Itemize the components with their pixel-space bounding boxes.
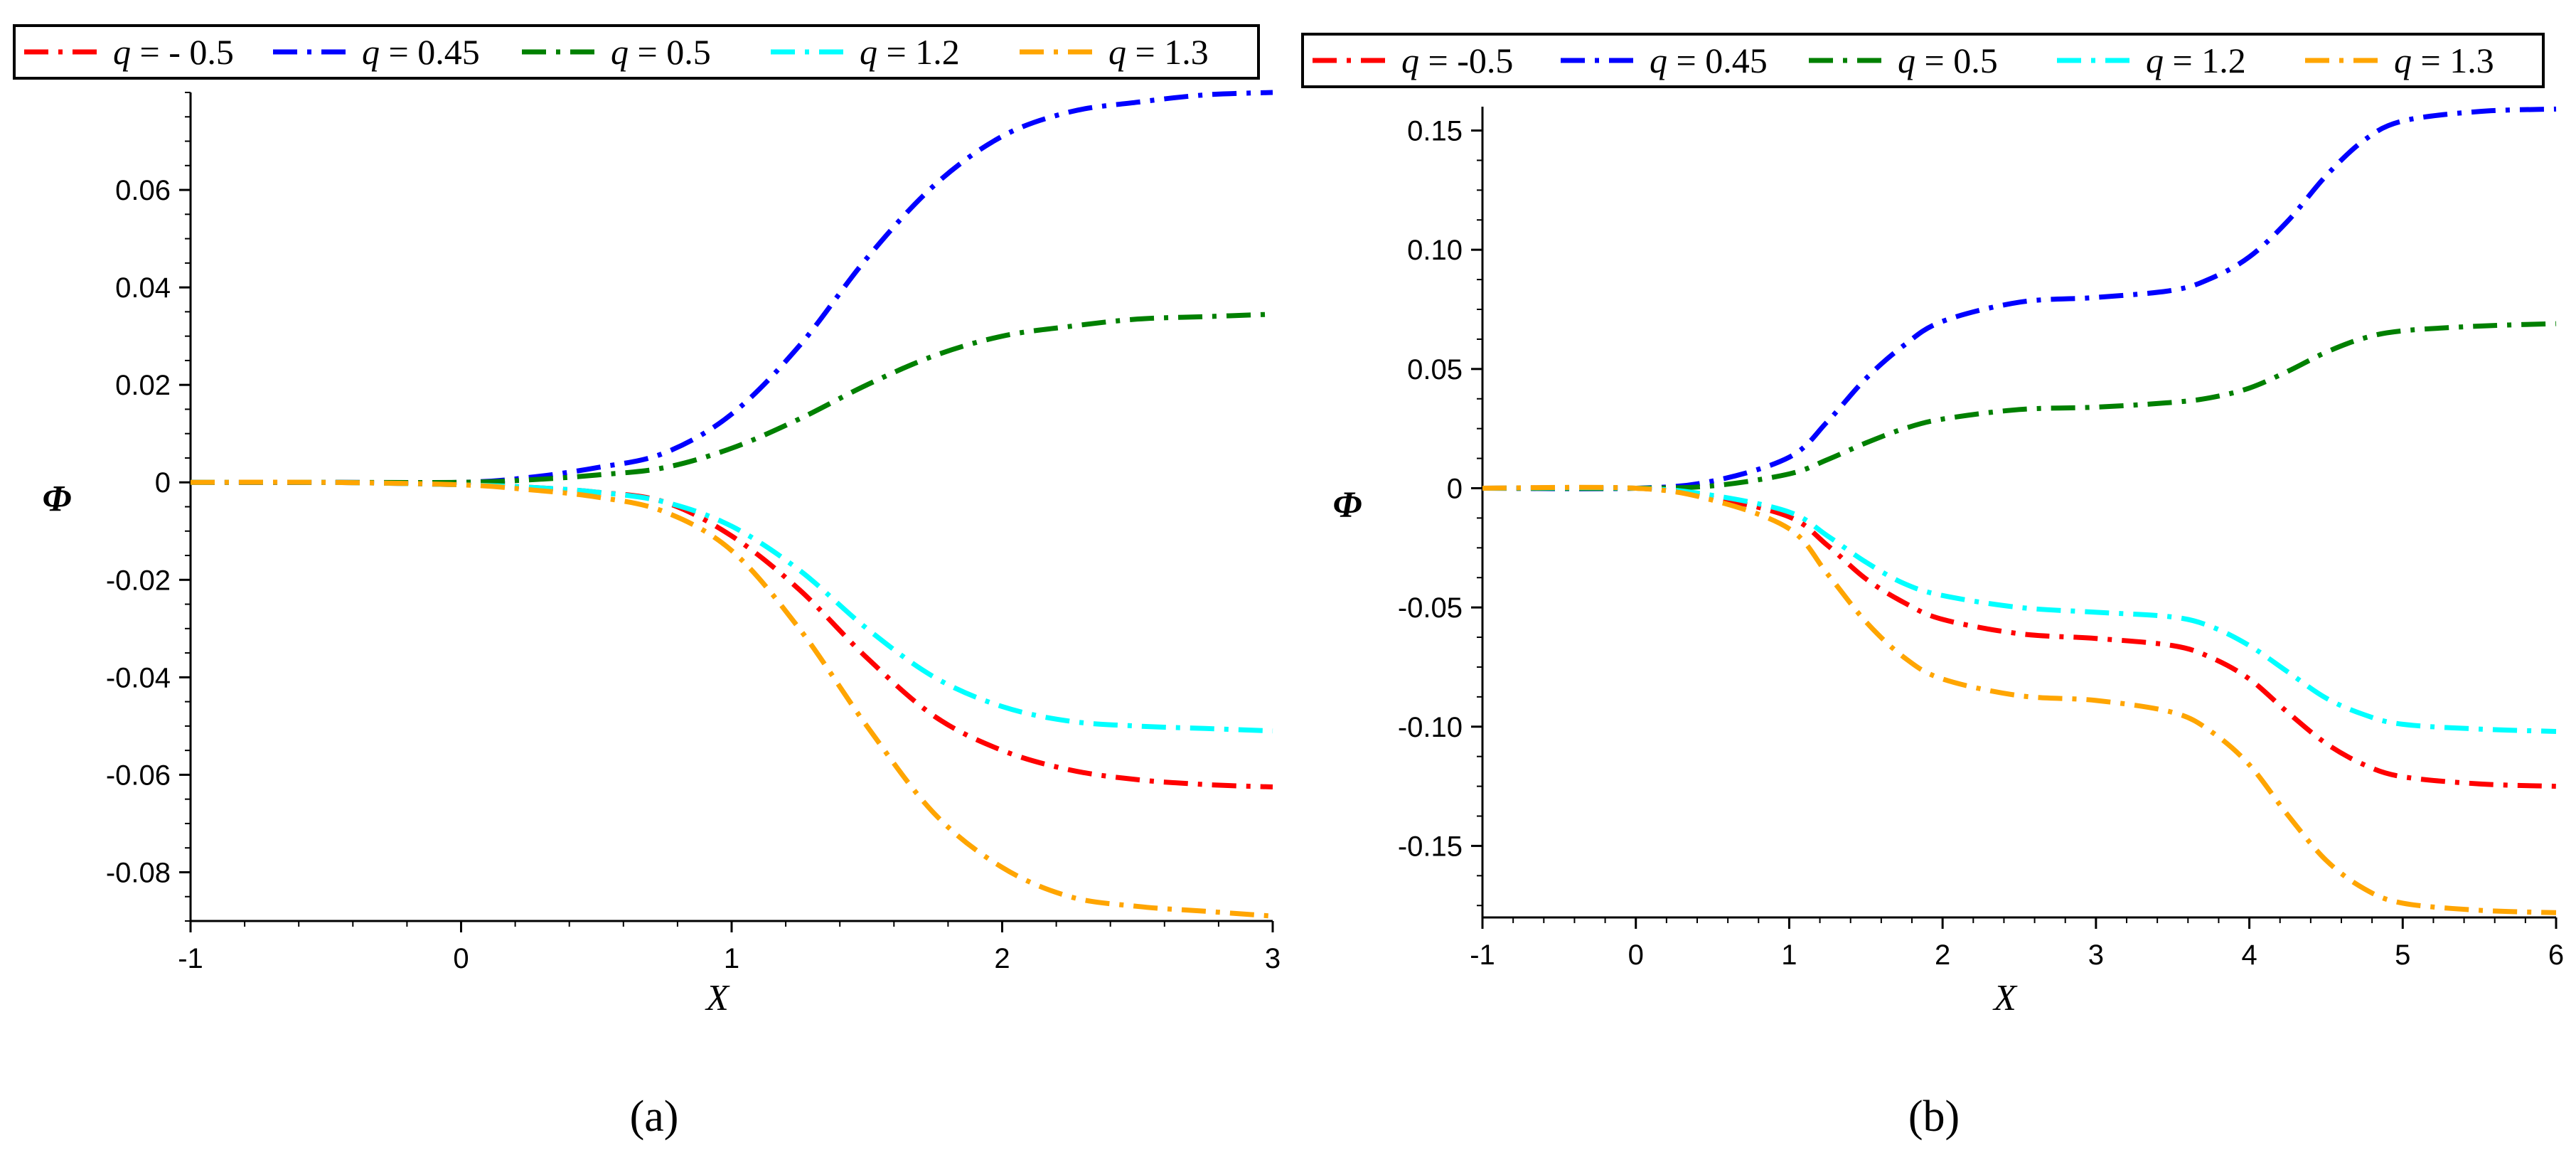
- legend: q = -0.5 q = 0.45 q = 0.5 q = 1.2 q = 1.3: [1301, 33, 2545, 88]
- y-tick-label: 0.10: [1407, 235, 1463, 266]
- series-line-5: [190, 479, 1273, 919]
- y-tick-label: -0.10: [1398, 712, 1463, 743]
- x-axis-label: X: [705, 978, 730, 1018]
- x-tick-label: 2: [994, 943, 1010, 974]
- y-tick-label: -0.04: [106, 662, 171, 693]
- panel-caption: (a): [630, 1092, 679, 1141]
- y-axis-label: Φ: [42, 479, 71, 519]
- x-tick-label: 1: [724, 943, 739, 974]
- y-tick-label: -0.05: [1398, 592, 1463, 624]
- y-tick-label: 0: [155, 467, 171, 499]
- series-line-2: [1482, 106, 2557, 491]
- x-tick-label: 6: [2548, 939, 2564, 971]
- chart-panel-b: -1 0 1 2 3 4 5 6 -0.15 -0.10 -0.05 0 0.05 0.10 0.15 X Φq…: [1301, 33, 2564, 1141]
- legend-box: [1301, 33, 2545, 88]
- y-tick-label: 0.06: [115, 175, 171, 206]
- series-line-1: [1482, 484, 2557, 789]
- y-tick-label: 0: [1447, 473, 1463, 504]
- x-tick-label: 0: [453, 943, 469, 974]
- legend-label: q = 0.45: [362, 32, 480, 72]
- legend-label: q = -0.5: [1401, 41, 1513, 80]
- y-axis-label: Φ: [1332, 484, 1362, 525]
- legend-label: q = 1.3: [2394, 41, 2494, 80]
- x-tick-label: -1: [1470, 939, 1495, 971]
- y-tick-label: -0.08: [106, 857, 171, 888]
- x-tick-label: 3: [1265, 943, 1281, 974]
- legend-label: q = 1.3: [1108, 32, 1209, 72]
- legend-label: q = 0.45: [1650, 41, 1768, 80]
- x-tick-label: 4: [2241, 939, 2257, 971]
- legend: q = - 0.5 q = 0.45 q = 0.5 q = 1.2 q = 1.3: [13, 24, 1260, 80]
- legend-label: q = 1.2: [860, 32, 960, 72]
- series-line-5: [1482, 484, 2557, 915]
- legend-label: q = 0.5: [611, 32, 711, 72]
- x-tick-label: 2: [1935, 939, 1950, 971]
- x-tick-label: 5: [2395, 939, 2410, 971]
- x-axis-label: X: [1992, 978, 2018, 1018]
- series-line-3: [1482, 321, 2557, 491]
- y-tick-label: 0.05: [1407, 354, 1463, 385]
- series-line-2: [191, 90, 1273, 486]
- y-tick-label: 0.04: [115, 272, 171, 304]
- series-line-4: [1482, 485, 2557, 734]
- chart-panel-a: -1 0 1 2 3 -0.08 -0.06 -0.04 -0.02 0 0.02 0.04 0.06 X…: [13, 24, 1281, 1141]
- x-tick-label: -1: [178, 943, 203, 974]
- x-tick-label: 3: [2088, 939, 2104, 971]
- y-tick-label: -0.06: [106, 760, 171, 791]
- y-tick-label: 0.02: [115, 370, 171, 401]
- y-tick-label: -0.15: [1398, 831, 1463, 862]
- legend-label: q = 0.5: [1898, 41, 1998, 80]
- legend-box: [13, 24, 1260, 80]
- y-tick-label: 0.15: [1407, 116, 1463, 147]
- y-tick-label: -0.02: [106, 565, 171, 596]
- x-tick-label: 0: [1628, 939, 1644, 971]
- legend-label: q = 1.2: [2146, 41, 2246, 80]
- x-tick-label: 1: [1781, 939, 1797, 971]
- legend-label: q = - 0.5: [113, 32, 234, 72]
- panel-caption: (b): [1908, 1092, 1960, 1141]
